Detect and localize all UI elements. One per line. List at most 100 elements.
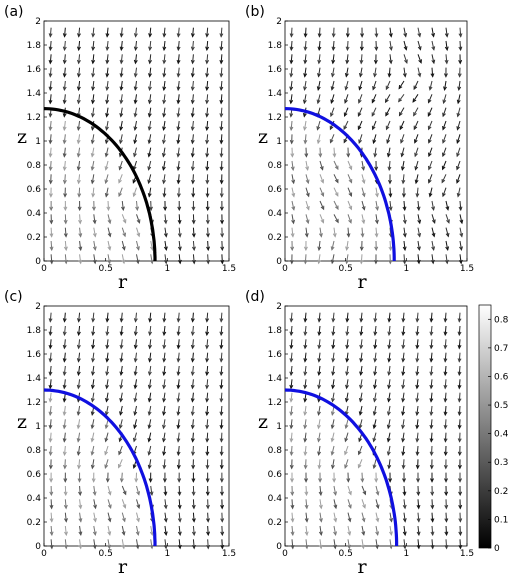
velocity-arrow <box>133 187 137 197</box>
velocity-arrowhead <box>332 544 337 550</box>
velocity-field <box>48 27 225 265</box>
velocity-arrow <box>330 134 335 143</box>
velocity-arrow <box>207 525 209 536</box>
velocity-arrow <box>120 312 123 322</box>
velocity-arrow <box>191 365 194 376</box>
velocity-arrowhead <box>104 424 109 430</box>
x-tick-label: 1.5 <box>222 264 236 274</box>
velocity-arrowhead <box>359 246 364 252</box>
velocity-arrow <box>332 352 335 362</box>
velocity-arrow <box>121 227 126 237</box>
velocity-arrow <box>63 405 66 415</box>
velocity-arrowhead <box>162 398 167 403</box>
y-axis-label: z <box>258 411 268 433</box>
velocity-arrowhead <box>163 544 168 550</box>
velocity-arrow <box>220 120 223 131</box>
velocity-arrow <box>333 499 337 509</box>
velocity-arrowhead <box>320 179 325 184</box>
velocity-arrowhead <box>428 86 433 91</box>
velocity-arrowhead <box>289 371 294 377</box>
colorbar-tick-label: 0.6 <box>494 372 509 382</box>
velocity-arrowhead <box>330 99 335 105</box>
velocity-arrow <box>347 512 351 522</box>
velocity-arrowhead <box>62 99 67 105</box>
velocity-arrow <box>49 405 52 416</box>
velocity-arrowhead <box>402 544 407 550</box>
velocity-arrow <box>416 187 419 197</box>
velocity-arrow <box>388 365 391 375</box>
velocity-arrow <box>374 339 377 349</box>
velocity-arrow <box>417 67 421 77</box>
velocity-arrowhead <box>458 531 463 537</box>
velocity-arrowhead <box>91 86 96 92</box>
velocity-arrow <box>331 254 335 264</box>
velocity-arrow <box>304 312 307 322</box>
y-tick-label: 1 <box>276 422 282 432</box>
velocity-arrowhead <box>205 233 210 238</box>
y-tick-label: 2 <box>276 302 282 312</box>
velocity-arrowhead <box>459 219 464 225</box>
velocity-arrow <box>63 80 66 91</box>
velocity-arrow <box>458 325 461 336</box>
velocity-arrow <box>359 67 363 77</box>
velocity-arrowhead <box>220 233 225 238</box>
velocity-arrowhead <box>62 358 67 363</box>
colorbar-gradient <box>478 304 492 549</box>
velocity-arrowhead <box>318 504 323 510</box>
velocity-arrowhead <box>317 73 321 78</box>
velocity-arrow <box>318 312 321 322</box>
velocity-arrow <box>361 174 365 184</box>
velocity-arrowhead <box>444 544 449 550</box>
velocity-arrowhead <box>401 464 406 470</box>
velocity-arrowhead <box>91 99 95 105</box>
velocity-arrowhead <box>90 166 95 171</box>
velocity-arrowhead <box>205 384 210 390</box>
velocity-arrowhead <box>345 59 350 65</box>
velocity-arrow <box>304 339 307 349</box>
velocity-arrowhead <box>348 490 352 496</box>
velocity-arrowhead <box>78 518 83 523</box>
velocity-arrowhead <box>91 478 96 483</box>
velocity-arrowhead <box>362 490 367 496</box>
velocity-arrow <box>330 94 335 104</box>
velocity-arrowhead <box>387 331 392 337</box>
velocity-arrow <box>361 512 365 522</box>
velocity-arrow <box>402 174 405 184</box>
colorbar-tick-label: 0.3 <box>494 458 508 468</box>
velocity-arrowhead <box>176 59 181 65</box>
velocity-arrow <box>359 419 363 429</box>
velocity-arrow <box>78 40 81 51</box>
velocity-arrowhead <box>147 179 152 185</box>
velocity-arrow <box>304 67 307 77</box>
velocity-arrow <box>346 365 349 375</box>
velocity-arrow <box>290 325 293 336</box>
velocity-arrow <box>332 365 335 375</box>
velocity-arrowhead <box>347 544 351 550</box>
velocity-arrowhead <box>456 179 460 184</box>
velocity-arrowhead <box>374 166 379 172</box>
velocity-arrow <box>399 107 405 116</box>
velocity-arrow <box>206 325 209 336</box>
velocity-arrowhead <box>162 318 167 323</box>
velocity-arrow <box>318 67 321 77</box>
velocity-arrow <box>319 160 324 170</box>
velocity-arrowhead <box>62 451 67 457</box>
velocity-arrowhead <box>190 371 195 377</box>
velocity-arrow <box>304 54 307 64</box>
y-tick-label: 0 <box>35 542 41 552</box>
velocity-arrowhead <box>361 531 366 536</box>
velocity-arrowhead <box>333 531 338 536</box>
velocity-arrow <box>220 365 223 376</box>
velocity-arrow <box>121 525 125 535</box>
velocity-arrow <box>163 325 166 336</box>
velocity-arrow <box>221 254 223 264</box>
velocity-arrow <box>417 27 421 37</box>
velocity-arrow <box>444 325 447 336</box>
velocity-arrow <box>456 120 461 130</box>
velocity-arrowhead <box>303 86 307 92</box>
interface-curve <box>284 388 399 546</box>
velocity-arrow <box>371 107 377 117</box>
velocity-arrowhead <box>191 206 196 212</box>
velocity-arrowhead <box>190 139 195 145</box>
velocity-arrow <box>304 445 307 456</box>
